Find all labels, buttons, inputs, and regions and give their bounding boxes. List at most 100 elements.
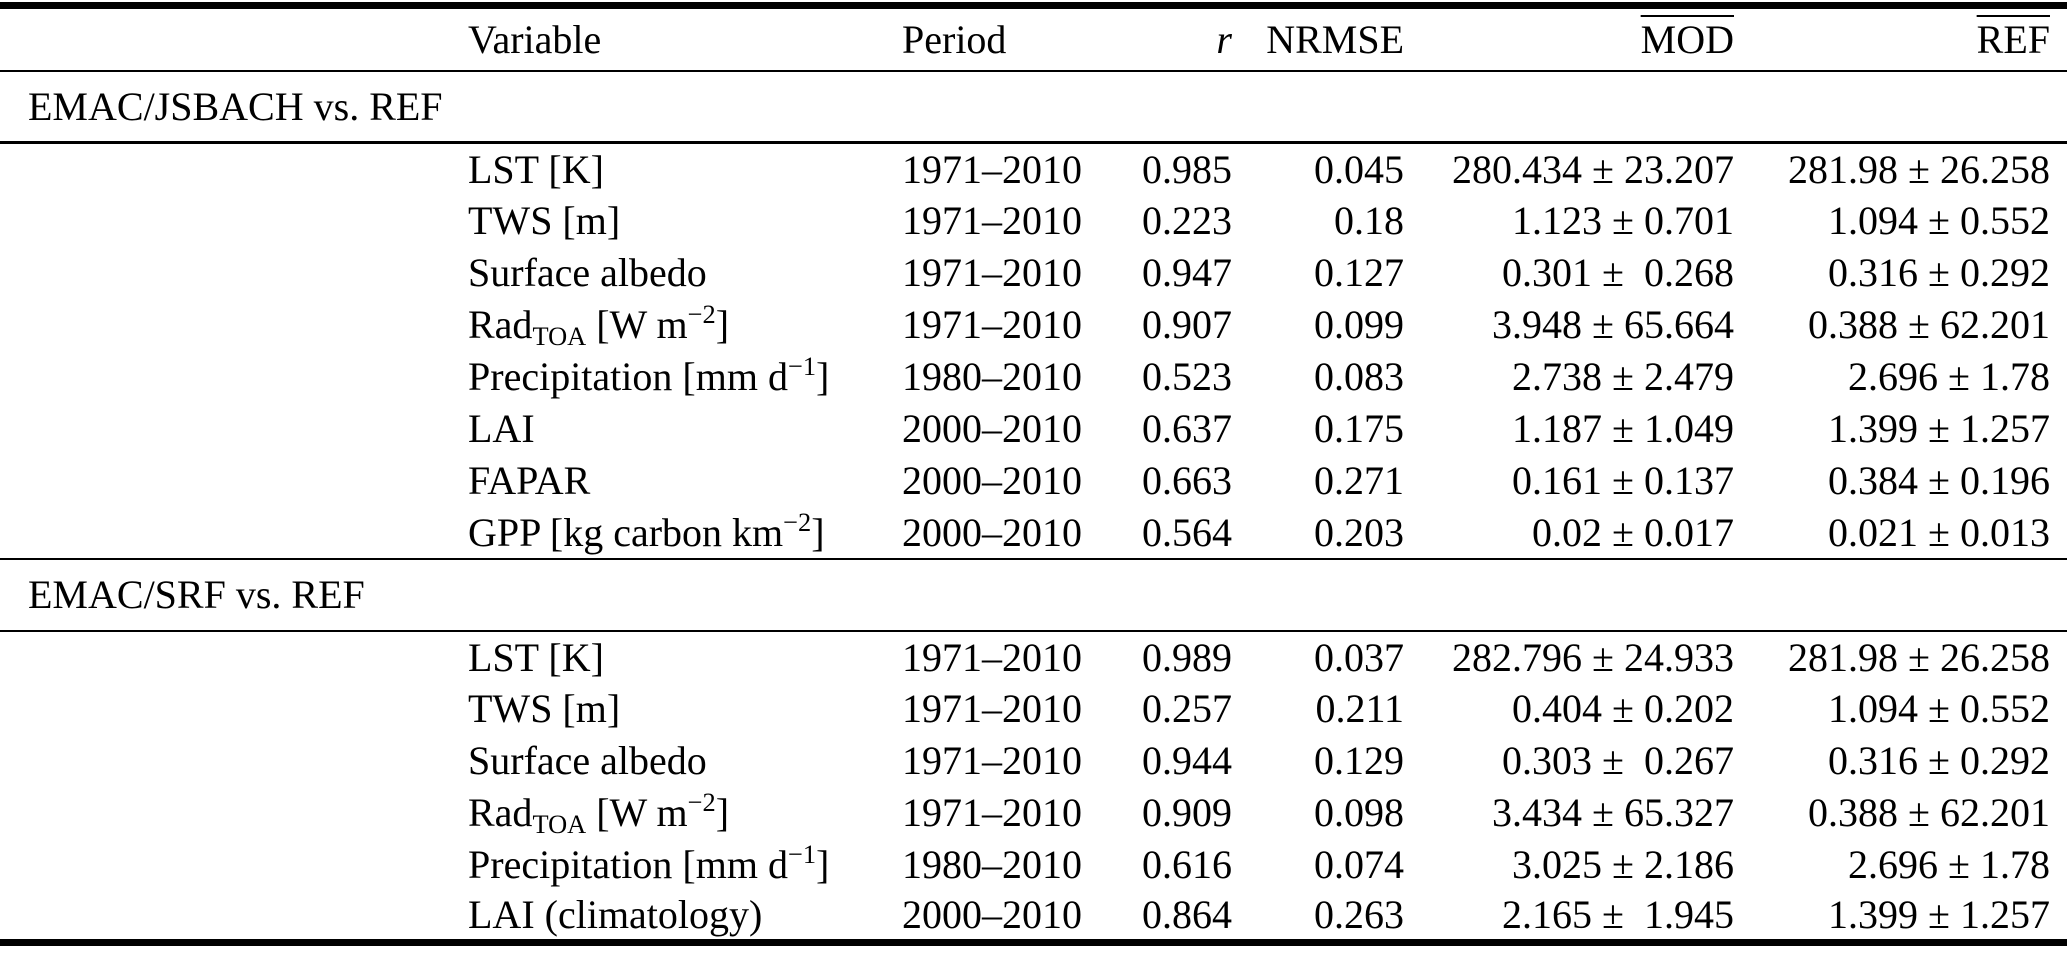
cell-ref: 281.98 ± 26.258	[1788, 146, 2050, 192]
cell-mod: 0.301 ± 0.268	[1502, 250, 1734, 295]
cell-spacer	[0, 839, 468, 891]
cell-ref: 1.399 ± 1.257	[1828, 892, 2050, 938]
comparison-table: Variable Period r NRMSE MOD REF EMAC/JSB…	[0, 2, 2067, 946]
cell-r: 0.564	[1142, 509, 1232, 555]
table-row: LAI (climatology) 2000–2010 0.864 0.263 2.16…	[0, 891, 2067, 943]
cell-period: 1971–2010	[902, 146, 1082, 192]
cell-mod: 1.123 ± 0.701	[1512, 198, 1734, 243]
cell-spacer	[0, 195, 468, 247]
cell-period: 1971–2010	[902, 686, 1082, 731]
cell-variable: Surface albedo	[468, 738, 707, 783]
cell-nrmse: 0.127	[1314, 250, 1404, 295]
cell-variable: LST [K]	[468, 634, 604, 680]
cell-spacer	[0, 735, 468, 787]
cell-spacer	[0, 247, 468, 299]
cell-mod: 3.434 ± 65.327	[1492, 790, 1734, 835]
cell-spacer	[0, 351, 468, 403]
section-title: EMAC/SRF vs. REF	[28, 572, 365, 617]
cell-variable: TWS [m]	[468, 198, 621, 243]
ref-overline-label: REF	[1976, 16, 2050, 62]
cell-period: 2000–2010	[902, 892, 1082, 938]
cell-spacer	[0, 507, 468, 559]
table-row: Surface albedo 1971–2010 0.947 0.127 0.301 ±…	[0, 247, 2067, 299]
cell-r: 0.907	[1142, 302, 1232, 347]
cell-variable: Surface albedo	[468, 250, 707, 295]
cell-nrmse: 0.045	[1314, 146, 1404, 192]
cell-r: 0.257	[1142, 686, 1232, 731]
table-row: Precipitation [mm d−1] 1980–2010 0.523 0.08…	[0, 351, 2067, 403]
table-row: TWS [m] 1971–2010 0.223 0.18 1.123 ± 0.701 1.…	[0, 195, 2067, 247]
table-section: EMAC/SRF vs. REF LST [K] 1971–2010 0.989 0.0…	[0, 558, 2067, 943]
cell-r: 0.985	[1142, 146, 1232, 192]
cell-variable: GPP [kg carbon km−2]	[468, 506, 825, 555]
cell-nrmse: 0.175	[1314, 406, 1404, 451]
cell-r: 0.989	[1142, 634, 1232, 680]
cell-ref: 0.388 ± 62.201	[1808, 790, 2050, 835]
cell-ref: 2.696 ± 1.78	[1848, 842, 2050, 887]
cell-r: 0.616	[1142, 842, 1232, 887]
cell-spacer	[0, 891, 468, 943]
cell-ref: 2.696 ± 1.78	[1848, 354, 2050, 399]
cell-mod: 1.187 ± 1.049	[1512, 406, 1734, 451]
cell-nrmse: 0.074	[1314, 842, 1404, 887]
cell-nrmse: 0.271	[1314, 458, 1404, 503]
cell-spacer	[0, 299, 468, 351]
cell-period: 2000–2010	[902, 509, 1082, 555]
cell-nrmse: 0.037	[1314, 634, 1404, 680]
cell-mod: 0.303 ± 0.267	[1502, 738, 1734, 783]
cell-period: 1971–2010	[902, 634, 1082, 680]
cell-r: 0.637	[1142, 406, 1232, 451]
cell-mod: 282.796 ± 24.933	[1452, 634, 1734, 680]
cell-r: 0.523	[1142, 354, 1232, 399]
cell-mod: 0.161 ± 0.137	[1512, 458, 1734, 503]
cell-ref: 1.094 ± 0.552	[1828, 686, 2050, 731]
header-spacer	[0, 6, 468, 71]
table-row: RadTOA [W m−2] 1971–2010 0.907 0.099 3.948 ±…	[0, 299, 2067, 351]
cell-nrmse: 0.098	[1314, 790, 1404, 835]
cell-r: 0.947	[1142, 250, 1232, 295]
table-row: LAI 2000–2010 0.637 0.175 1.187 ± 1.049 1.399…	[0, 403, 2067, 455]
cell-nrmse: 0.129	[1314, 738, 1404, 783]
table-row: RadTOA [W m−2] 1971–2010 0.909 0.098 3.434 ±…	[0, 787, 2067, 839]
table-section: EMAC/JSBACH vs. REF LST [K] 1971–2010 0.985…	[0, 71, 2067, 559]
col-header-variable: Variable	[468, 16, 602, 62]
col-header-ref: REF	[1734, 6, 2067, 71]
col-header-period: Period	[902, 16, 1007, 62]
cell-mod: 2.165 ± 1.945	[1502, 892, 1734, 938]
section-title: EMAC/JSBACH vs. REF	[28, 83, 443, 129]
col-header-nrmse: NRMSE	[1266, 16, 1404, 62]
cell-mod: 280.434 ± 23.207	[1452, 146, 1734, 192]
cell-nrmse: 0.263	[1314, 892, 1404, 938]
cell-ref: 0.388 ± 62.201	[1808, 302, 2050, 347]
cell-r: 0.864	[1142, 892, 1232, 938]
cell-period: 1971–2010	[902, 790, 1082, 835]
cell-mod: 3.948 ± 65.664	[1492, 302, 1734, 347]
cell-mod: 0.02 ± 0.017	[1532, 509, 1734, 555]
cell-nrmse: 0.083	[1314, 354, 1404, 399]
table-row: Surface albedo 1971–2010 0.944 0.129 0.303 ±…	[0, 735, 2067, 787]
cell-variable: LAI (climatology)	[468, 892, 763, 938]
table-row: TWS [m] 1971–2010 0.257 0.211 0.404 ± 0.202 1…	[0, 683, 2067, 735]
cell-period: 1971–2010	[902, 738, 1082, 783]
cell-spacer	[0, 787, 468, 839]
col-header-r: r	[1216, 16, 1232, 62]
cell-nrmse: 0.203	[1314, 509, 1404, 555]
cell-variable: RadTOA [W m−2]	[468, 299, 730, 351]
cell-mod: 0.404 ± 0.202	[1512, 686, 1734, 731]
cell-r: 0.663	[1142, 458, 1232, 503]
table-row: LST [K] 1971–2010 0.989 0.037 282.796 ± 24.9…	[0, 631, 2067, 683]
cell-period: 1971–2010	[902, 198, 1082, 243]
cell-r: 0.223	[1142, 198, 1232, 243]
cell-spacer	[0, 403, 468, 455]
cell-ref: 0.316 ± 0.292	[1828, 738, 2050, 783]
cell-variable: Precipitation [mm d−1]	[468, 351, 830, 399]
cell-ref: 1.094 ± 0.552	[1828, 198, 2050, 243]
cell-ref: 0.316 ± 0.292	[1828, 250, 2050, 295]
cell-mod: 3.025 ± 2.186	[1512, 842, 1734, 887]
cell-r: 0.909	[1142, 790, 1232, 835]
cell-nrmse: 0.099	[1314, 302, 1404, 347]
table-row: LST [K] 1971–2010 0.985 0.045 280.434 ± 23.2…	[0, 143, 2067, 195]
section-header-row: EMAC/JSBACH vs. REF	[0, 71, 2067, 143]
cell-variable: TWS [m]	[468, 686, 621, 731]
cell-nrmse: 0.211	[1315, 686, 1404, 731]
